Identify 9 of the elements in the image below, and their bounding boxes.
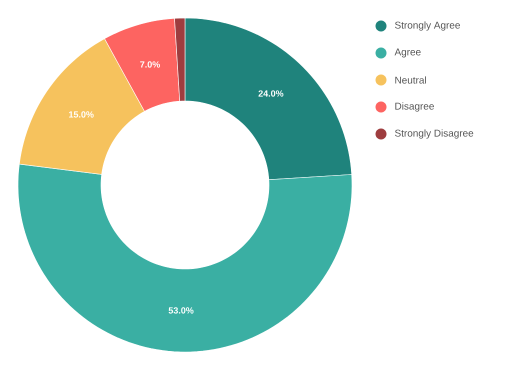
- legend-label: Strongly Agree: [394, 21, 460, 31]
- data-label: 53.0%: [168, 307, 194, 314]
- legend-label: Disagree: [395, 102, 434, 112]
- data-label: 24.0%: [258, 90, 284, 97]
- data-label: 15.0%: [69, 111, 94, 118]
- legend-label: Neutral: [395, 76, 426, 84]
- legend-label: Agree: [394, 48, 421, 58]
- data-label: 7.0%: [140, 61, 160, 68]
- legend-label: Strongly Disagree: [394, 129, 474, 139]
